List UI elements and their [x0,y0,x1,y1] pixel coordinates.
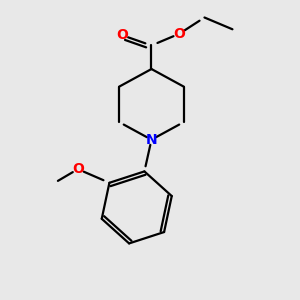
Text: O: O [72,162,84,176]
Text: N: N [146,133,157,147]
Text: O: O [116,28,128,42]
Text: O: O [173,27,185,41]
